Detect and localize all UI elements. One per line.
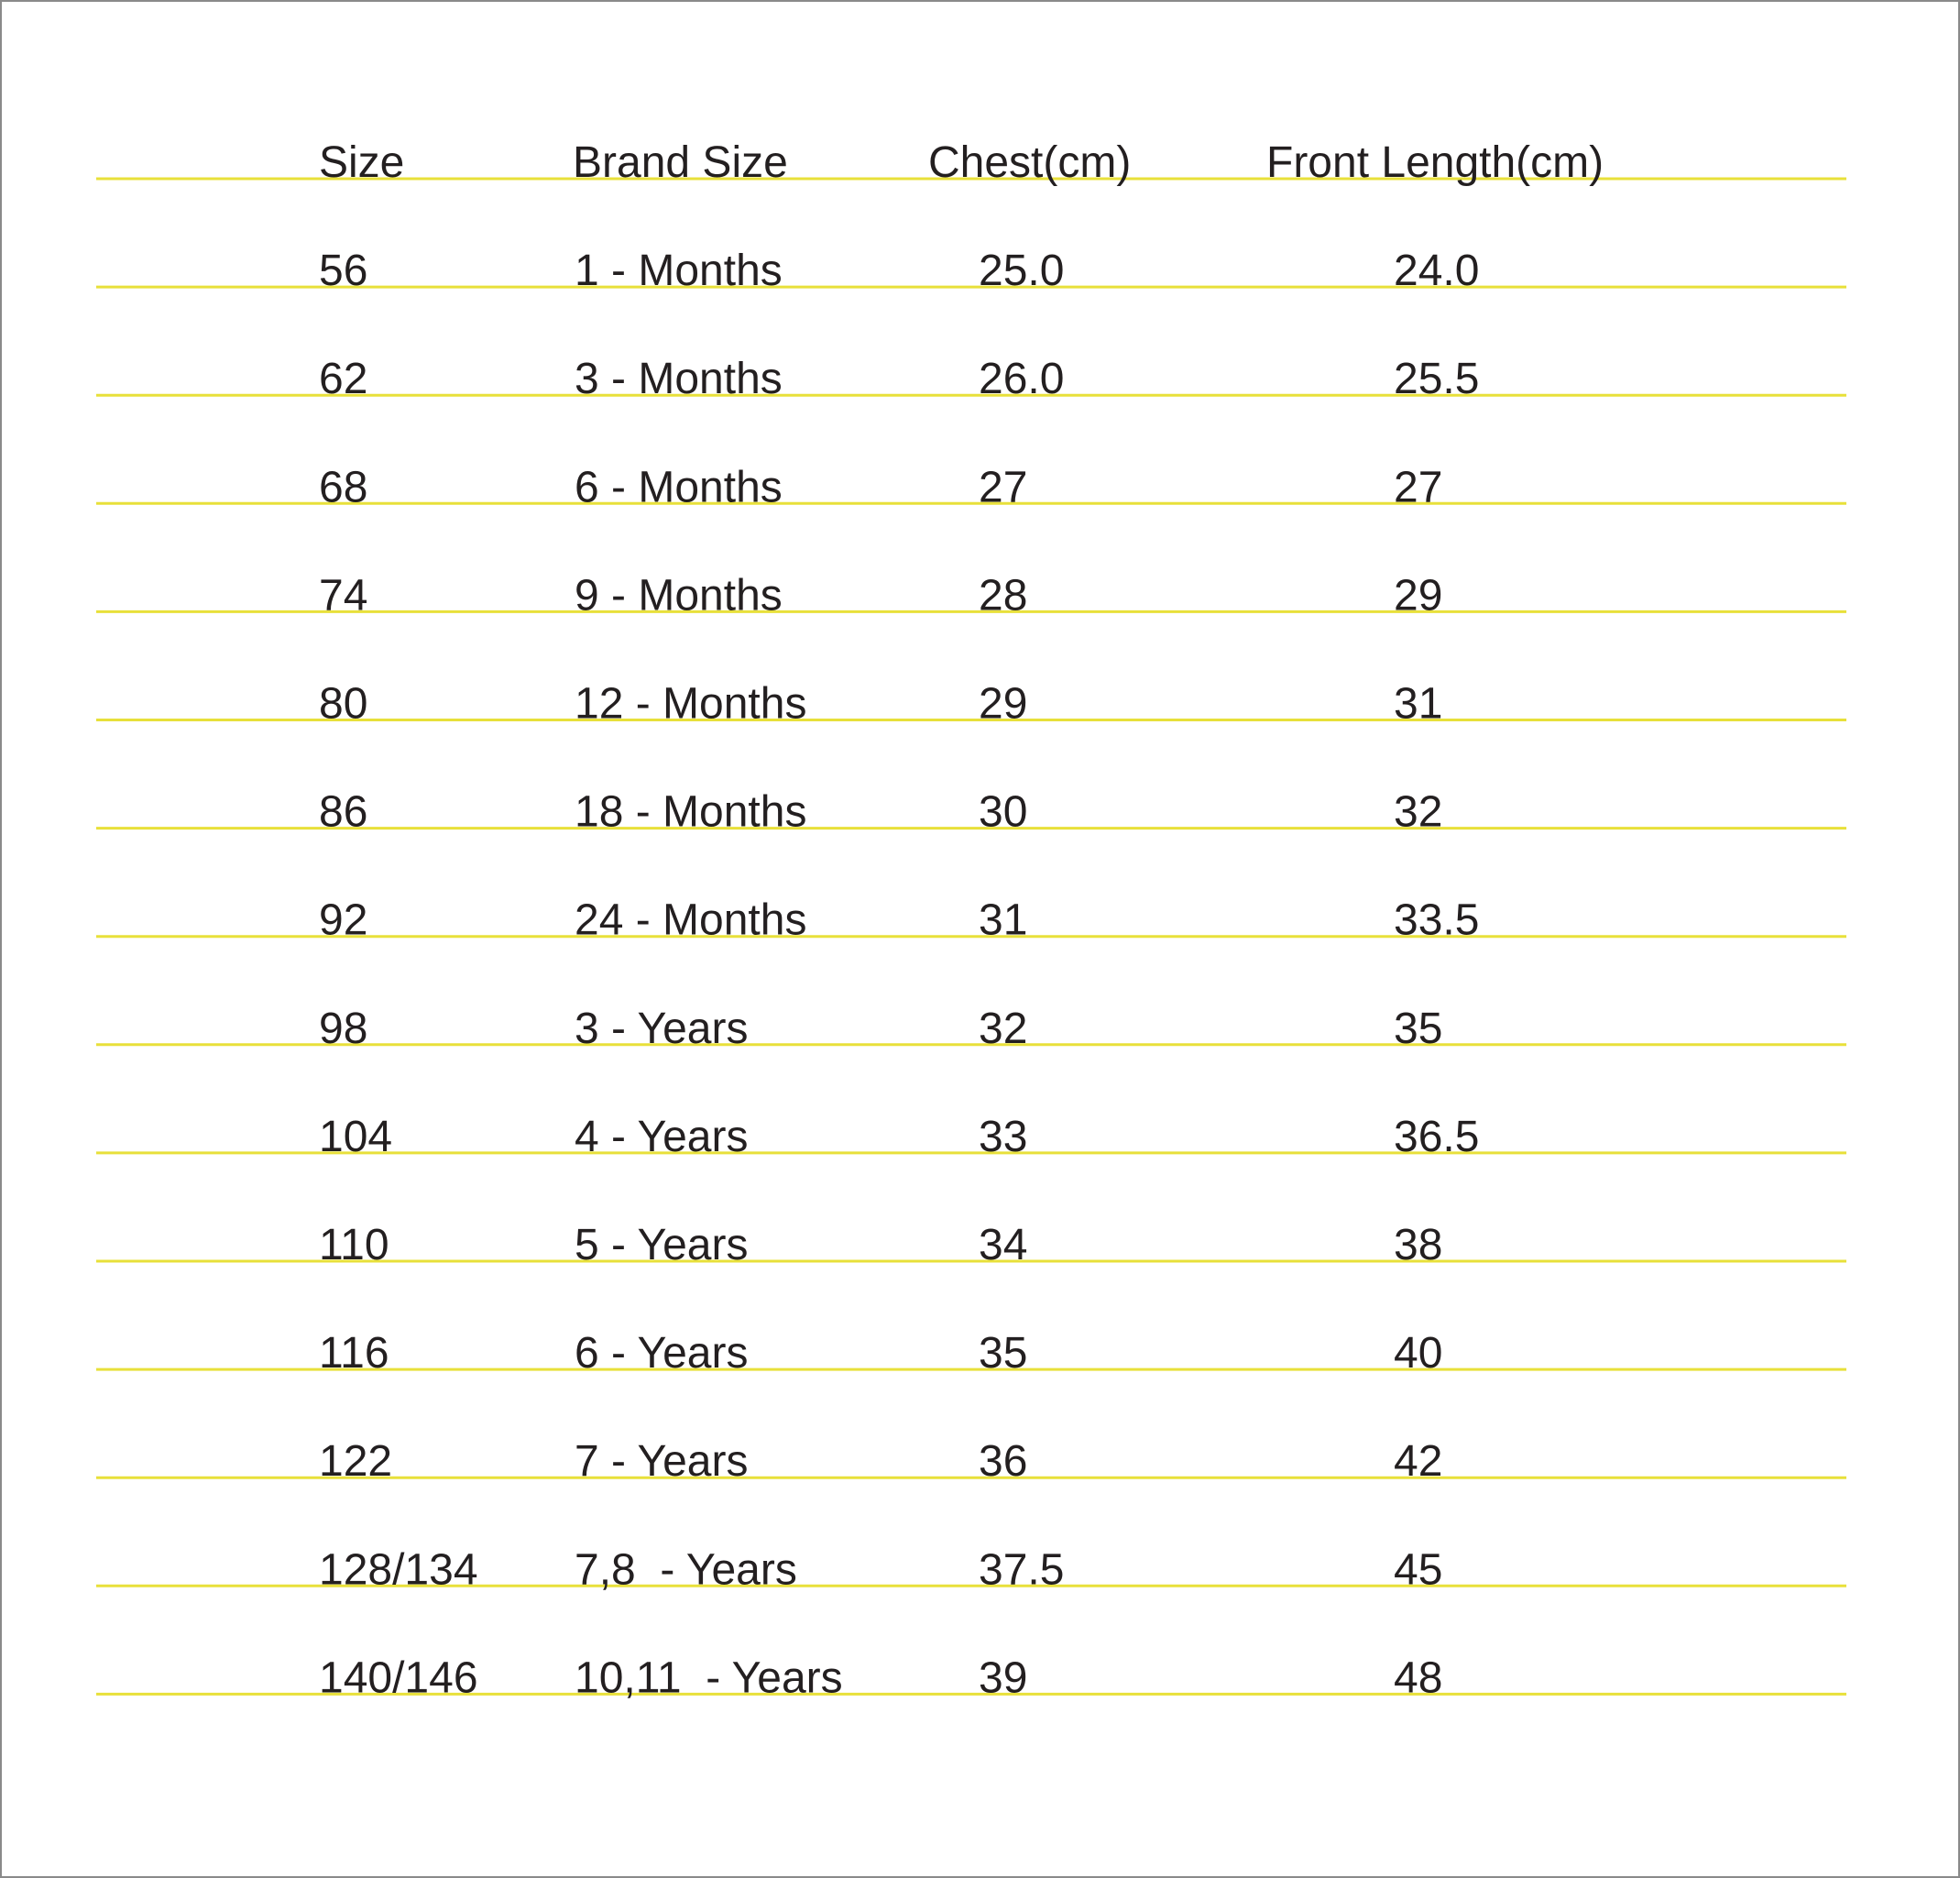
table-cell: 30 [979, 788, 1027, 837]
table-cell: 12 - Months [575, 680, 806, 729]
table-cell: 24.0 [1394, 247, 1479, 295]
table-cell: 1 - Months [575, 247, 783, 295]
table-cell: 31 [1394, 680, 1442, 729]
table-cell: 27 [1394, 463, 1442, 511]
table-cell: 6 - Years [575, 1329, 748, 1378]
header-cell: Chest(cm) [928, 138, 1131, 187]
table-cell: 3 - Years [575, 1005, 748, 1053]
table-cell: 18 - Months [575, 788, 806, 837]
table-cell: 104 [319, 1113, 392, 1161]
table-cell: 32 [979, 1005, 1027, 1053]
table-cell: 56 [319, 247, 367, 295]
table-cell: 10,11 - Years [575, 1653, 843, 1702]
table-cell: 28 [979, 571, 1027, 620]
table-cell: 122 [319, 1437, 392, 1486]
table-cell: 33 [979, 1113, 1027, 1161]
table-cell: 36.5 [1394, 1113, 1479, 1161]
table-cell: 33.5 [1394, 896, 1479, 945]
table-cell: 92 [319, 896, 367, 945]
table-cell: 25.0 [979, 247, 1064, 295]
table-cell: 29 [1394, 571, 1442, 620]
table-cell: 45 [1394, 1545, 1442, 1594]
table-cell: 68 [319, 463, 367, 511]
header-cell: Front Length(cm) [1266, 138, 1604, 187]
table-cell: 24 - Months [575, 896, 806, 945]
table-cell: 80 [319, 680, 367, 729]
table-cell: 27 [979, 463, 1027, 511]
table-cell: 48 [1394, 1653, 1442, 1702]
table-cell: 140/146 [319, 1653, 478, 1702]
table-cell: 31 [979, 896, 1027, 945]
table-cell: 116 [319, 1329, 389, 1378]
table-cell: 7,8 - Years [575, 1545, 797, 1594]
table-cell: 35 [1394, 1005, 1442, 1053]
table-cell: 35 [979, 1329, 1027, 1378]
table-cell: 42 [1394, 1437, 1442, 1486]
table-cell: 74 [319, 571, 367, 620]
table-cell: 32 [1394, 788, 1442, 837]
table-cell: 37.5 [979, 1545, 1064, 1594]
table-cell: 9 - Months [575, 571, 783, 620]
table-cell: 26.0 [979, 355, 1064, 403]
table-cell: 36 [979, 1437, 1027, 1486]
table-cell: 34 [979, 1221, 1027, 1269]
table-cell: 86 [319, 788, 367, 837]
table-cell: 98 [319, 1005, 367, 1053]
header-cell: Brand Size [573, 138, 788, 187]
table-cell: 7 - Years [575, 1437, 748, 1486]
table-cell: 39 [979, 1653, 1027, 1702]
table-cell: 38 [1394, 1221, 1442, 1269]
table-cell: 6 - Months [575, 463, 783, 511]
table-cell: 128/134 [319, 1545, 478, 1594]
table-cell: 5 - Years [575, 1221, 748, 1269]
table-cell: 4 - Years [575, 1113, 748, 1161]
table-cell: 29 [979, 680, 1027, 729]
table-cell: 62 [319, 355, 367, 403]
table-cell: 25.5 [1394, 355, 1479, 403]
table-cell: 40 [1394, 1329, 1442, 1378]
table-cell: 110 [319, 1221, 389, 1269]
header-cell: Size [319, 138, 404, 187]
table-cell: 3 - Months [575, 355, 783, 403]
